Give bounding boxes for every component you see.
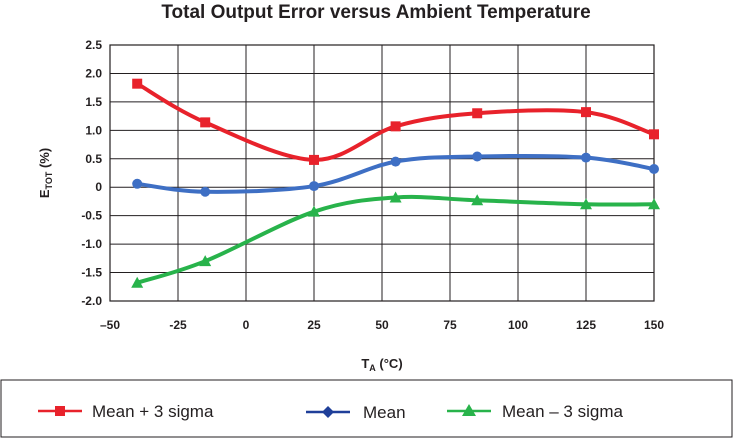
data-point <box>580 198 592 210</box>
legend-marker-triangle <box>462 404 476 416</box>
data-point <box>199 255 212 267</box>
legend-label-lower: Mean – 3 sigma <box>502 402 623 421</box>
data-point <box>581 107 591 118</box>
data-point <box>472 151 483 162</box>
x-axis-label: TA (°C) <box>361 356 402 373</box>
x-tick-label: 25 <box>307 318 321 332</box>
legend-item-lower: Mean – 3 sigma <box>447 402 623 421</box>
x-tick-label: 50 <box>375 318 389 332</box>
y-tick-label: 1.5 <box>85 95 102 109</box>
series-1 <box>132 78 659 165</box>
y-tick-labels: 2.5 2.0 1.5 1.0 0.5 0 -0.5 -1.0 -1.5 -2.0 <box>81 38 102 308</box>
legend-marker-square <box>55 406 65 416</box>
x-tick-label: 150 <box>644 318 664 332</box>
data-point <box>389 191 402 203</box>
series-3 <box>131 191 660 288</box>
data-point <box>649 164 659 175</box>
y-tick-label: -1.5 <box>81 266 102 280</box>
data-point <box>472 108 483 119</box>
legend-marker-diamond <box>322 406 334 418</box>
grid <box>109 44 655 302</box>
y-tick-label: 2.0 <box>85 66 102 80</box>
y-tick-label: 2.5 <box>85 38 102 52</box>
legend-item-upper: Mean + 3 sigma <box>38 402 214 421</box>
data-point <box>200 117 211 128</box>
y-tick-label: -2.0 <box>81 294 102 308</box>
y-tick-label: 0 <box>95 180 102 194</box>
x-tick-label: –50 <box>100 318 120 332</box>
y-tick-label: 1.0 <box>85 123 102 137</box>
x-tick-label: 75 <box>443 318 457 332</box>
x-tick-label: -25 <box>169 318 187 332</box>
data-point <box>200 186 211 197</box>
data-point <box>471 194 484 206</box>
series-layer <box>131 78 660 288</box>
legend-label-upper: Mean + 3 sigma <box>92 402 214 421</box>
data-point <box>132 178 143 189</box>
legend <box>0 379 733 438</box>
x-tick-label: 100 <box>508 318 528 332</box>
legend-label-mean: Mean <box>363 403 406 422</box>
series-2 <box>132 151 659 197</box>
x-tick-label: 125 <box>576 318 596 332</box>
data-point <box>308 205 320 217</box>
legend-item-mean: Mean <box>306 403 406 422</box>
y-tick-label: -0.5 <box>81 209 102 223</box>
series-line <box>136 194 655 285</box>
x-tick-label: 0 <box>243 318 250 332</box>
data-point <box>649 129 659 140</box>
data-point <box>132 78 143 89</box>
data-point <box>648 198 660 210</box>
y-axis-label: ETOT (%) <box>37 148 54 198</box>
y-tick-label: -1.0 <box>81 237 102 251</box>
x-tick-labels: –50 -25 0 25 50 75 100 125 150 <box>100 318 664 332</box>
data-point <box>131 276 144 288</box>
data-point <box>581 152 591 163</box>
data-point <box>390 121 401 132</box>
data-point <box>309 181 319 192</box>
chart-title: Total Output Error versus Ambient Temper… <box>161 2 590 23</box>
data-point <box>390 156 401 167</box>
data-point <box>309 154 319 165</box>
y-tick-label: 0.5 <box>85 152 102 166</box>
